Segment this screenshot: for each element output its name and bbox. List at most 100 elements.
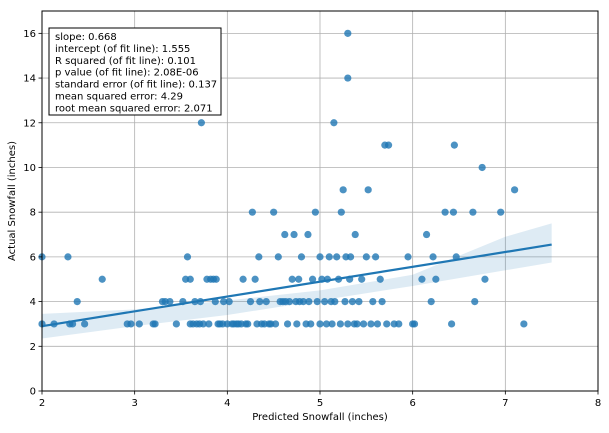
- stats-box-frame: [48, 27, 222, 116]
- data-point: [239, 275, 247, 283]
- regression-line-layer: [41, 243, 552, 328]
- y-tick-label: 12: [23, 118, 36, 129]
- y-tick-label: 14: [23, 74, 36, 85]
- data-point: [348, 297, 357, 306]
- data-point: [432, 275, 440, 283]
- data-point: [337, 208, 345, 216]
- data-point: [341, 297, 349, 306]
- data-point: [256, 297, 264, 306]
- data-point: [316, 253, 324, 261]
- data-point: [212, 275, 220, 283]
- data-point: [172, 320, 180, 328]
- x-tick-label: 2: [39, 398, 45, 409]
- data-point: [246, 297, 255, 306]
- data-point: [297, 253, 306, 261]
- data-point: [339, 186, 347, 194]
- data-point: [281, 230, 289, 239]
- regression-line: [41, 243, 552, 328]
- data-point: [313, 297, 321, 306]
- data-point: [307, 320, 315, 328]
- data-point: [344, 29, 352, 37]
- data-point: [331, 297, 339, 306]
- x-axis-title: Predicted Snowfall (inches): [252, 412, 388, 423]
- data-point: [376, 275, 384, 283]
- data-point: [447, 320, 456, 328]
- data-point: [322, 320, 331, 328]
- data-point: [283, 320, 292, 328]
- y-tick-label: 0: [30, 387, 36, 398]
- data-point: [325, 253, 333, 261]
- y-tick-label: 8: [30, 208, 36, 219]
- data-point: [378, 297, 386, 306]
- x-tick-label: 4: [224, 398, 230, 409]
- data-point: [316, 320, 324, 328]
- data-point: [429, 253, 437, 261]
- data-point: [384, 141, 393, 149]
- y-tick-label: 4: [30, 297, 36, 308]
- data-point: [321, 297, 329, 306]
- x-tick-label: 5: [317, 398, 323, 409]
- data-point: [225, 297, 233, 306]
- data-point: [367, 320, 375, 328]
- data-point: [355, 297, 363, 306]
- data-point: [372, 253, 380, 261]
- data-point: [344, 320, 352, 328]
- confidence-band-layer: [42, 223, 552, 339]
- data-point: [199, 320, 207, 328]
- data-point: [395, 320, 403, 328]
- data-point: [98, 275, 106, 283]
- data-point: [478, 163, 486, 172]
- x-tick-label: 8: [595, 398, 601, 409]
- data-point: [244, 320, 252, 328]
- data-point: [358, 275, 366, 283]
- data-point: [186, 275, 194, 283]
- data-point: [197, 119, 205, 127]
- data-point: [410, 320, 419, 328]
- stats-line: slope: 0.668: [55, 32, 117, 43]
- data-point: [427, 297, 435, 306]
- y-tick-label: 10: [23, 163, 36, 174]
- data-point: [330, 119, 338, 127]
- data-point: [255, 253, 263, 261]
- data-point: [450, 141, 458, 149]
- data-point: [248, 208, 256, 216]
- data-point: [481, 275, 489, 283]
- stats-line: mean squared error: 4.29: [55, 92, 183, 103]
- stats-line: intercept (of fit line): 1.555: [55, 44, 190, 55]
- data-point: [299, 297, 307, 306]
- data-point: [336, 320, 344, 328]
- y-tick-label: 2: [30, 342, 36, 353]
- confidence-band: [42, 223, 552, 339]
- data-point: [290, 230, 298, 239]
- data-point: [362, 253, 370, 261]
- data-point: [449, 208, 458, 216]
- stats-line: root mean squared error: 2.071: [55, 103, 213, 114]
- data-point: [497, 208, 505, 216]
- data-point: [418, 275, 426, 283]
- data-point: [262, 297, 270, 306]
- data-point: [520, 320, 528, 328]
- stats-line: p value (of fit line): 2.08E-06: [55, 68, 199, 79]
- data-point: [351, 230, 359, 239]
- data-point: [308, 275, 317, 283]
- data-point: [305, 297, 313, 306]
- y-axis-title: Actual Snowfall (inches): [7, 141, 18, 261]
- data-point: [333, 253, 341, 261]
- data-point: [346, 253, 355, 261]
- data-point: [274, 253, 282, 261]
- data-point: [471, 297, 479, 306]
- data-point: [295, 275, 303, 283]
- data-point: [135, 320, 143, 328]
- data-point: [251, 275, 259, 283]
- data-point: [344, 74, 352, 82]
- data-point: [285, 297, 294, 306]
- data-point: [304, 230, 312, 239]
- data-point: [166, 297, 174, 306]
- data-point: [441, 208, 449, 216]
- data-point: [369, 297, 377, 306]
